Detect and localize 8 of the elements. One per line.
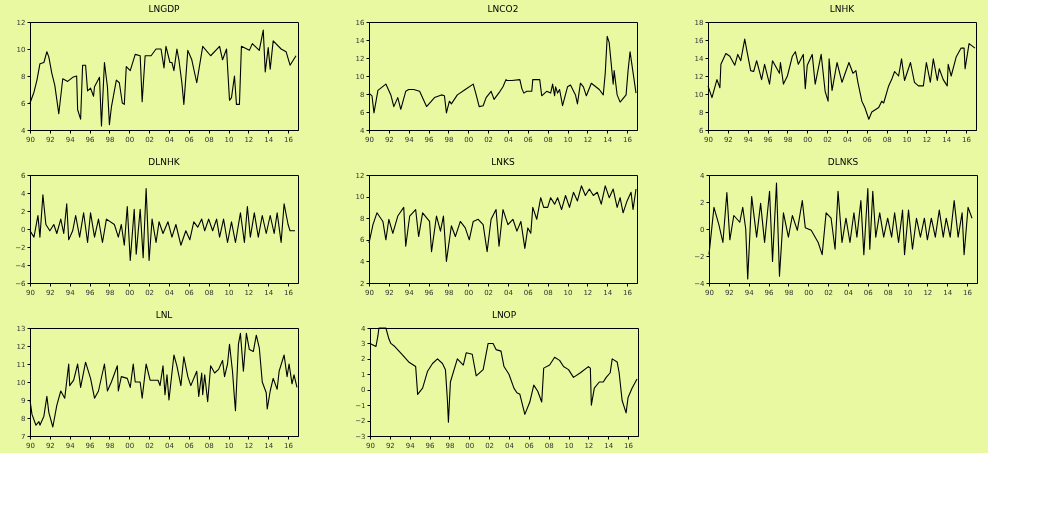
- chart-title: LNL: [155, 310, 173, 320]
- chart-title: LNCO2: [487, 4, 519, 14]
- chart-title: DLNKS: [827, 157, 859, 167]
- chart-title: LNGDP: [148, 4, 181, 14]
- chart-title: DLNHK: [148, 157, 181, 167]
- chart-title: LNHK: [829, 4, 856, 14]
- chart-title: LNKS: [491, 157, 515, 167]
- chart-title: LNOP: [491, 310, 517, 320]
